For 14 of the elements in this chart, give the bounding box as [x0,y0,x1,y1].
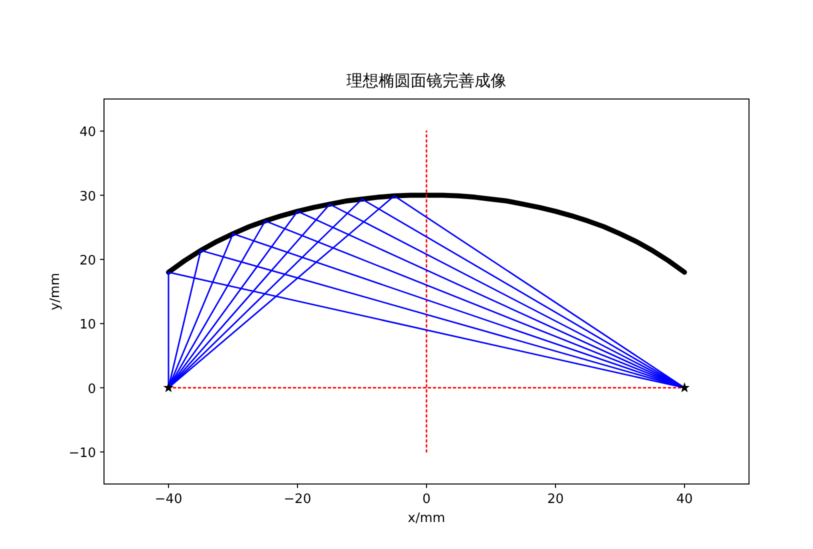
x-tick-label: 40 [676,492,693,507]
y-tick-label: 10 [79,318,96,333]
y-axis-title: y/mm [48,272,63,310]
x-tick-label: −40 [154,492,182,507]
y-tick-label: 40 [79,125,96,140]
y-tick-label: 0 [88,382,96,397]
y-tick-label: 20 [79,253,96,268]
chart-title: 理想椭圆面镜完善成像 [346,71,506,90]
x-tick-label: −20 [284,492,312,507]
y-tick-label: −10 [68,446,96,461]
x-tick-label: 20 [547,492,564,507]
x-axis-title: x/mm [408,511,446,526]
x-tick-label: 0 [422,492,431,507]
y-tick-label: 30 [79,189,96,204]
